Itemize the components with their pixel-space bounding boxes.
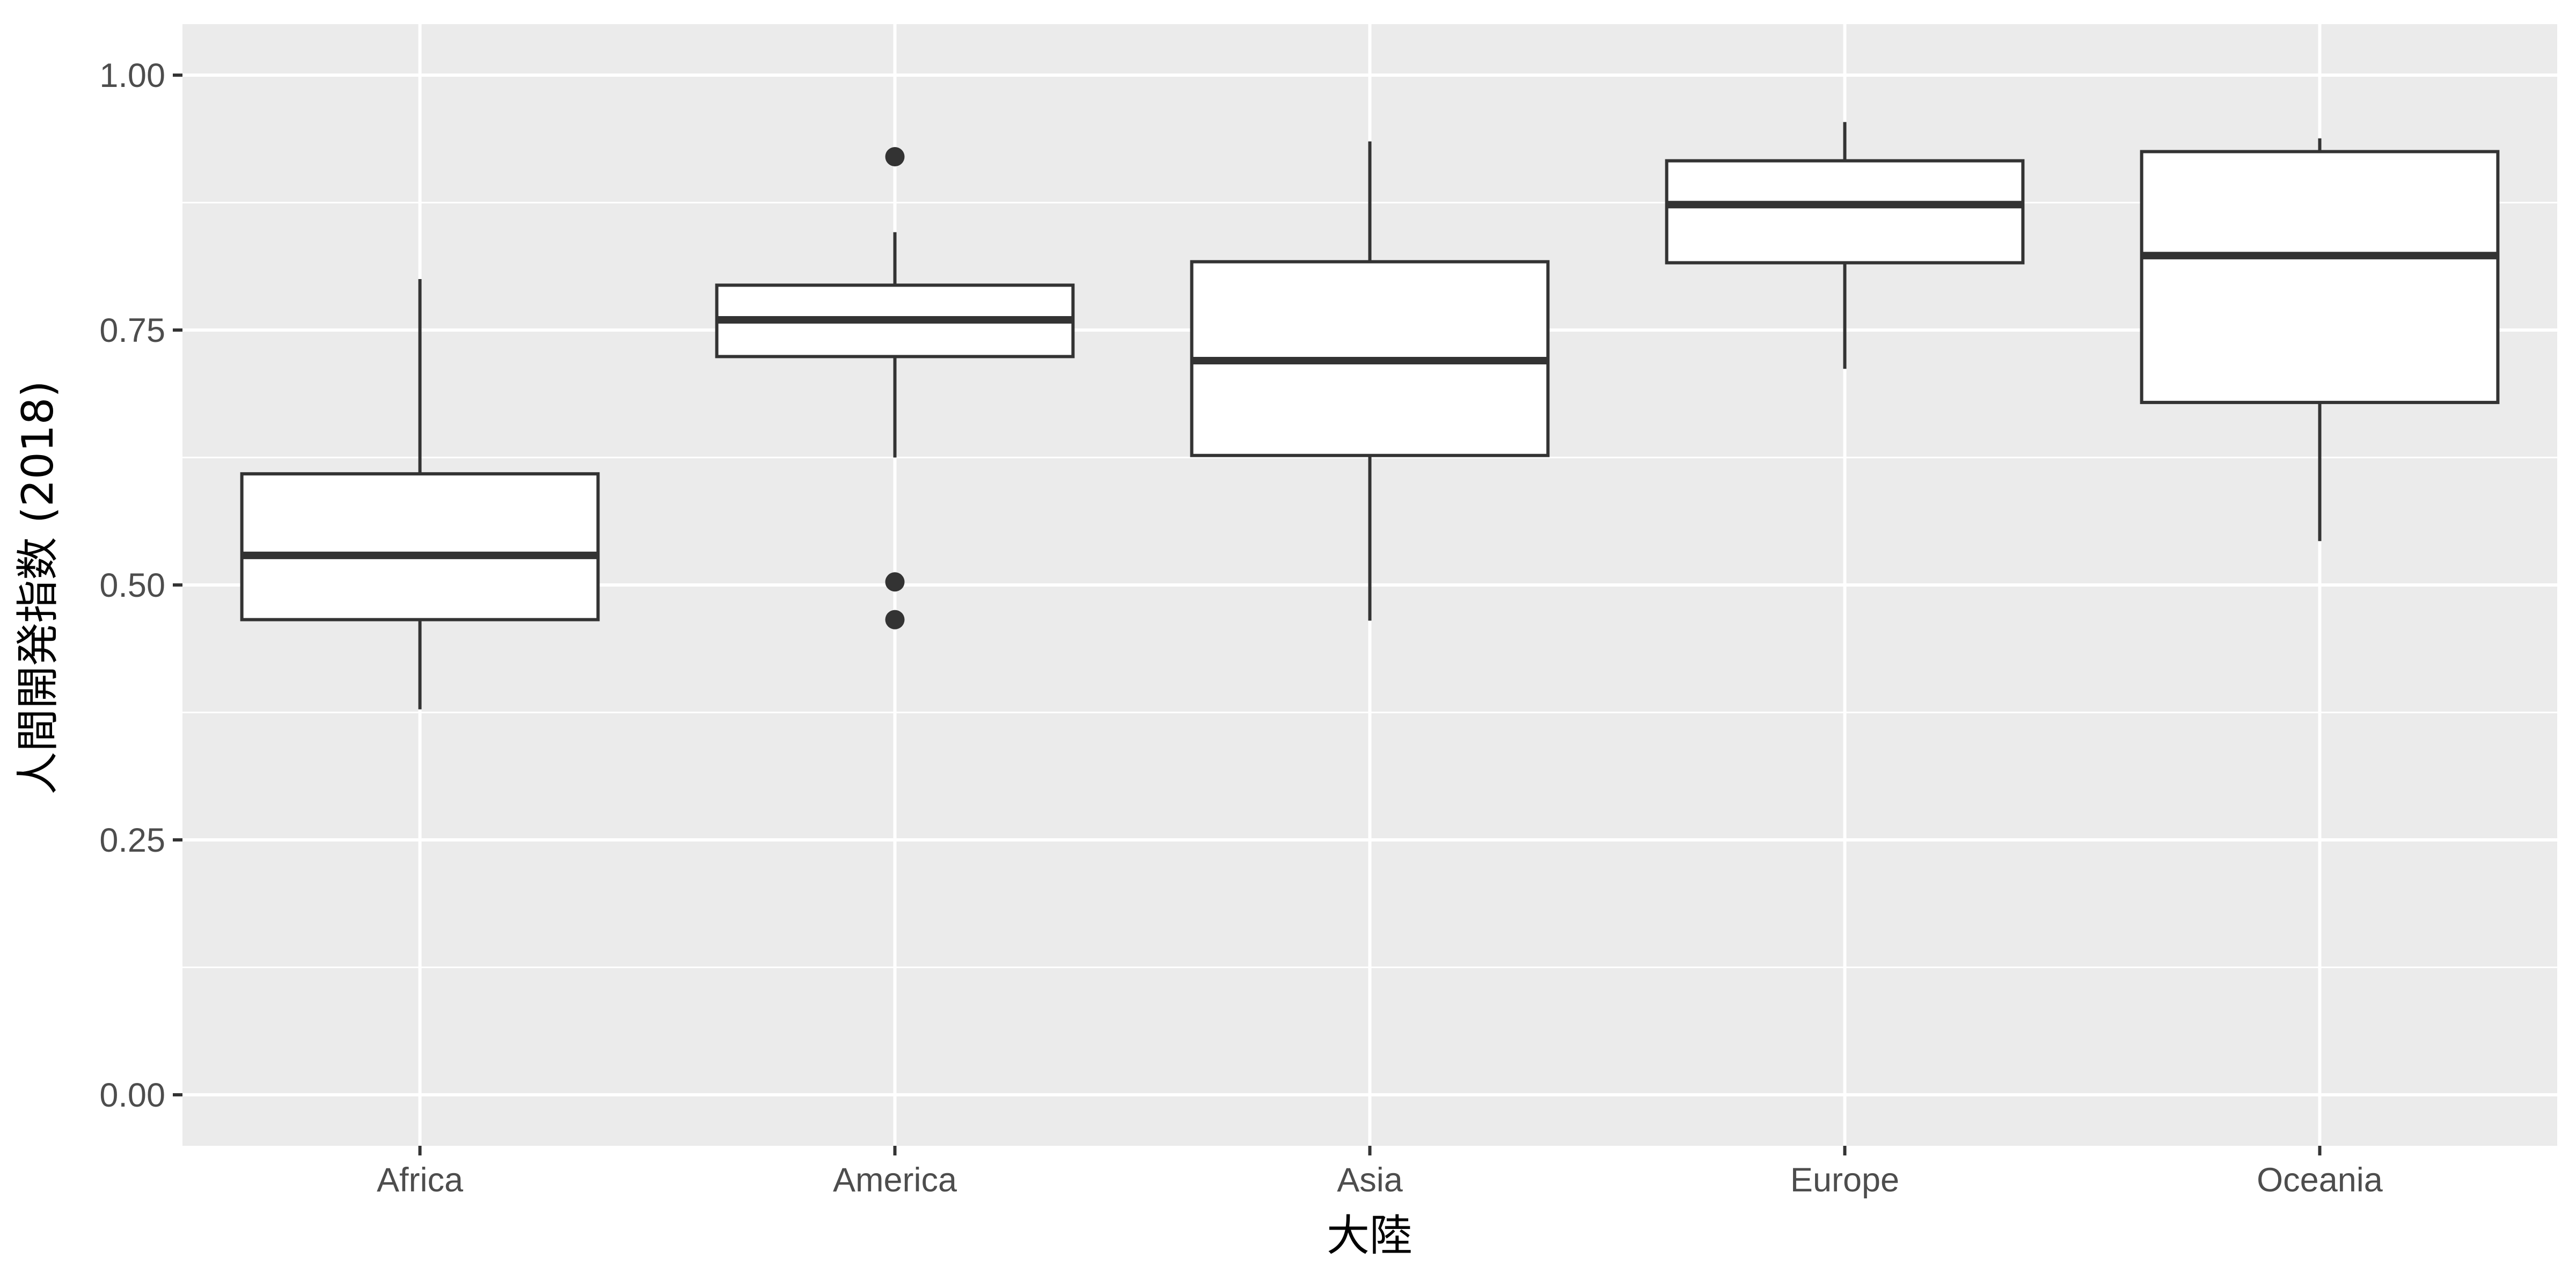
outlier-point xyxy=(885,572,905,592)
y-axis: 0.00 0.25 0.50 0.75 1.00 xyxy=(99,57,182,1114)
x-axis: Africa America Asia Europe Oceania xyxy=(377,1146,2383,1199)
y-axis-title: 人間開発指数 (2018) xyxy=(13,380,63,794)
box-europe xyxy=(1665,122,2025,369)
box-oceania xyxy=(2140,138,2500,541)
box-iqr xyxy=(2140,150,2500,404)
y-tick-label: 0.50 xyxy=(99,567,165,604)
x-axis-title: 大陸 xyxy=(1327,1211,1413,1261)
boxes xyxy=(240,122,2500,709)
box-iqr xyxy=(240,472,600,621)
box-asia xyxy=(1190,141,1550,621)
y-tick-label: 0.25 xyxy=(99,822,165,859)
box-africa xyxy=(240,279,600,709)
x-tick-label: Africa xyxy=(377,1161,464,1199)
outlier-point xyxy=(885,610,905,630)
y-tick-label: 0.00 xyxy=(99,1077,165,1114)
x-tick-label: Europe xyxy=(1790,1161,1899,1199)
y-tick-label: 1.00 xyxy=(99,57,165,94)
x-tick-label: Oceania xyxy=(2257,1161,2383,1199)
outlier-point xyxy=(885,147,905,166)
box-america xyxy=(715,147,1075,630)
x-tick-label: America xyxy=(833,1161,957,1199)
y-tick-label: 0.75 xyxy=(99,312,165,349)
box-iqr xyxy=(1665,159,2025,265)
x-tick-label: Asia xyxy=(1337,1161,1403,1199)
